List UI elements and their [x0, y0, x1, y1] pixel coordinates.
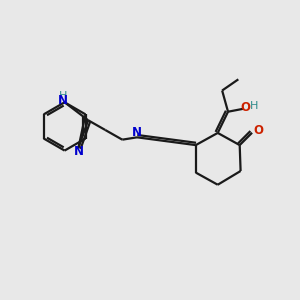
Text: N: N [132, 125, 142, 139]
Text: H: H [59, 91, 67, 101]
Text: O: O [241, 101, 251, 114]
Text: H: H [250, 101, 258, 111]
Text: N: N [74, 145, 84, 158]
Text: N: N [58, 94, 68, 107]
Text: O: O [254, 124, 263, 137]
